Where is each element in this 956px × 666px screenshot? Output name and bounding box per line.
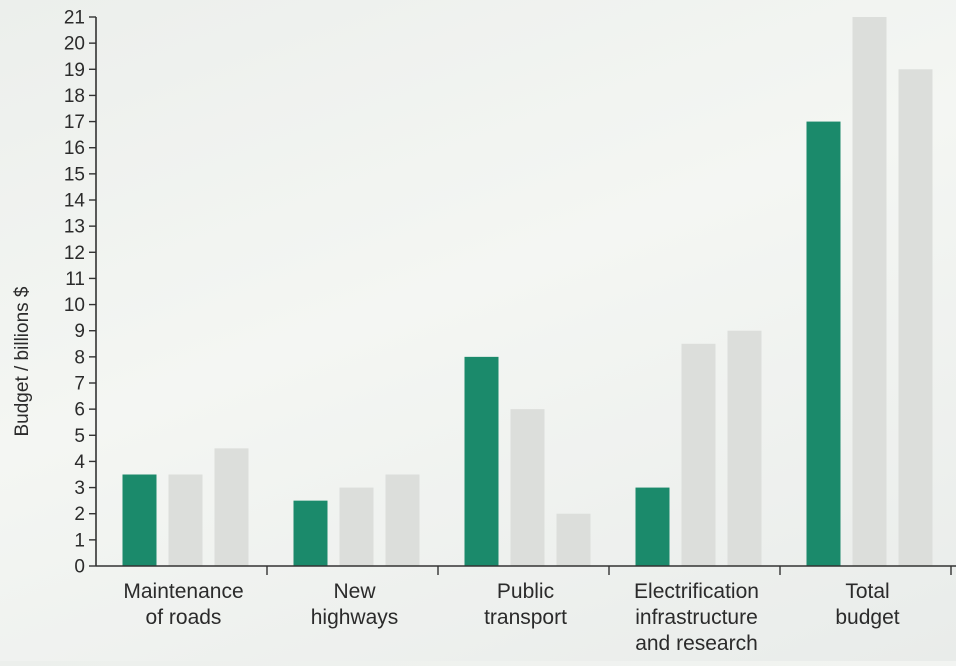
y-tick-label: 7 xyxy=(74,374,85,395)
bar xyxy=(122,474,157,566)
y-tick-label: 10 xyxy=(64,295,85,316)
bar xyxy=(339,487,374,566)
bar xyxy=(635,487,670,566)
bar xyxy=(293,500,328,566)
x-category-label: New highways xyxy=(311,580,399,629)
y-tick-label: 17 xyxy=(64,112,85,133)
bars xyxy=(122,17,933,567)
bar xyxy=(385,474,420,566)
y-tick-label: 8 xyxy=(74,347,85,368)
bar xyxy=(556,513,591,566)
y-tick-label: 0 xyxy=(74,557,85,578)
y-tick-label: 6 xyxy=(74,400,85,421)
y-tick-label: 18 xyxy=(64,86,85,107)
y-tick-label: 2 xyxy=(74,504,85,525)
y-tick-label: 1 xyxy=(74,530,85,551)
bar xyxy=(168,474,203,566)
y-tick-label: 5 xyxy=(74,426,85,447)
y-tick-label: 21 xyxy=(64,8,85,29)
y-tick-label: 9 xyxy=(74,321,85,342)
bar xyxy=(806,121,841,567)
y-tick-label: 16 xyxy=(64,138,85,159)
y-tick-label: 14 xyxy=(64,191,86,212)
x-category-label: Electrification infrastructure and researc… xyxy=(634,580,759,655)
bar xyxy=(510,409,545,566)
x-category-label: Public transport xyxy=(484,580,567,629)
y-tick-label: 11 xyxy=(65,269,85,290)
y-tick-label: 19 xyxy=(64,60,85,81)
y-tick-label: 12 xyxy=(64,243,85,264)
y-tick-label: 20 xyxy=(64,34,85,55)
y-tick-label: 3 xyxy=(74,478,85,499)
bar xyxy=(852,17,887,566)
y-axis-title: Budget / billions $ xyxy=(12,286,33,436)
x-category-label: Maintenance of roads xyxy=(123,580,243,629)
bar xyxy=(464,356,499,566)
bar xyxy=(727,330,762,566)
y-tick-label: 15 xyxy=(64,164,85,185)
x-axis-ticks: Maintenance of roads New highways Public tran… xyxy=(123,566,952,655)
x-category-label: Total budget xyxy=(835,580,899,629)
bar xyxy=(681,343,716,566)
y-tick-label: 4 xyxy=(74,452,85,473)
bar xyxy=(214,448,249,566)
y-tick-label: 13 xyxy=(64,217,85,238)
bar xyxy=(898,69,933,567)
